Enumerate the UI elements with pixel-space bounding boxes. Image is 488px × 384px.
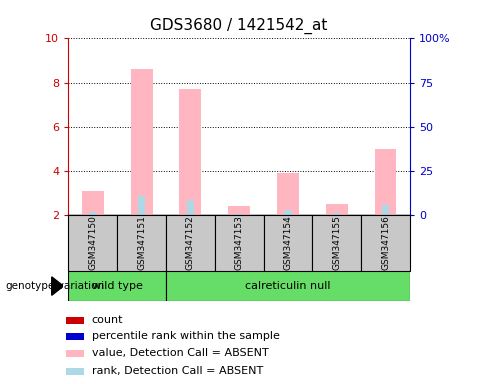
Text: rank, Detection Call = ABSENT: rank, Detection Call = ABSENT	[92, 366, 263, 376]
Text: count: count	[92, 315, 123, 325]
Text: GSM347154: GSM347154	[284, 215, 292, 270]
Bar	[166, 271, 410, 301]
Bar	[89, 212, 97, 215]
Bar	[228, 206, 250, 215]
Text: wild type: wild type	[92, 281, 142, 291]
Bar	[326, 204, 347, 215]
Bar	[66, 317, 84, 324]
Bar	[215, 215, 264, 271]
Text: GSM347155: GSM347155	[332, 215, 341, 270]
Text: GSM347150: GSM347150	[88, 215, 97, 270]
Bar	[186, 200, 194, 215]
Bar	[66, 368, 84, 375]
Bar	[180, 89, 201, 215]
Bar	[66, 333, 84, 340]
Bar	[277, 173, 299, 215]
Bar	[131, 70, 152, 215]
Bar	[66, 349, 84, 357]
Bar	[166, 215, 215, 271]
Bar	[312, 215, 361, 271]
Bar	[235, 214, 243, 215]
Bar	[361, 215, 410, 271]
Bar	[264, 215, 312, 271]
Text: value, Detection Call = ABSENT: value, Detection Call = ABSENT	[92, 348, 268, 358]
Text: GSM347153: GSM347153	[235, 215, 244, 270]
Polygon shape	[52, 277, 63, 295]
Bar	[68, 215, 117, 271]
Bar	[333, 213, 340, 215]
Bar	[68, 271, 166, 301]
Bar	[284, 210, 292, 215]
Text: GSM347156: GSM347156	[381, 215, 390, 270]
Text: calreticulin null: calreticulin null	[245, 281, 331, 291]
Bar	[382, 205, 389, 215]
Text: GSM347151: GSM347151	[137, 215, 146, 270]
Title: GDS3680 / 1421542_at: GDS3680 / 1421542_at	[150, 18, 328, 34]
Bar	[375, 149, 396, 215]
Text: GSM347152: GSM347152	[186, 215, 195, 270]
Bar	[138, 196, 145, 215]
Bar	[82, 191, 103, 215]
Text: genotype/variation: genotype/variation	[5, 281, 104, 291]
Bar	[117, 215, 166, 271]
Text: percentile rank within the sample: percentile rank within the sample	[92, 331, 280, 341]
